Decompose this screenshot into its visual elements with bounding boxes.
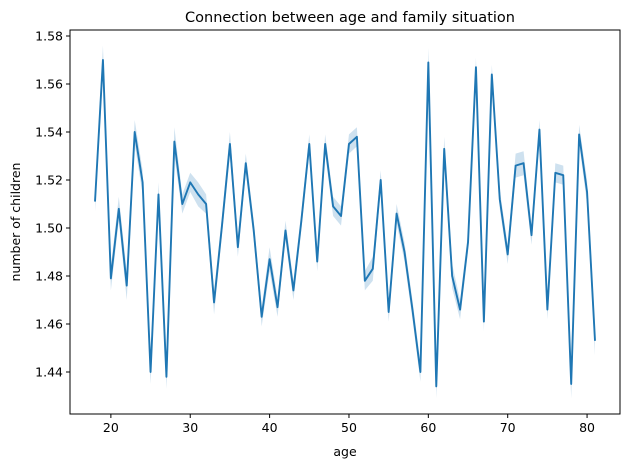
x-axis-ticks: 20 30 40 50 60 70 80 [103, 414, 595, 435]
y-tick-label: 1.44 [35, 365, 63, 380]
series-line-layer [94, 59, 596, 388]
chart-title: Connection between age and family situat… [185, 10, 515, 26]
x-axis-label: age [333, 444, 357, 459]
x-tick-label: 60 [420, 420, 436, 435]
y-tick-label: 1.58 [35, 29, 63, 44]
y-tick-label: 1.54 [35, 125, 63, 140]
x-tick-label: 20 [103, 420, 119, 435]
y-tick-label: 1.48 [35, 269, 63, 284]
y-axis-ticks: 1.44 1.46 1.48 1.50 1.52 1.54 1.56 1.58 [35, 29, 70, 380]
y-tick-label: 1.50 [35, 221, 63, 236]
x-tick-label: 50 [341, 420, 357, 435]
confidence-band-layer [95, 45, 595, 399]
series-line [94, 59, 596, 388]
y-tick-label: 1.46 [35, 317, 63, 332]
x-tick-label: 40 [262, 420, 278, 435]
x-tick-label: 30 [182, 420, 198, 435]
y-tick-label: 1.56 [35, 77, 63, 92]
y-tick-label: 1.52 [35, 173, 63, 188]
confidence-band [95, 45, 595, 399]
x-tick-label: 80 [579, 420, 595, 435]
plot-area-frame [69, 29, 621, 415]
x-tick-label: 70 [500, 420, 516, 435]
y-axis-label: number of children [8, 163, 23, 282]
